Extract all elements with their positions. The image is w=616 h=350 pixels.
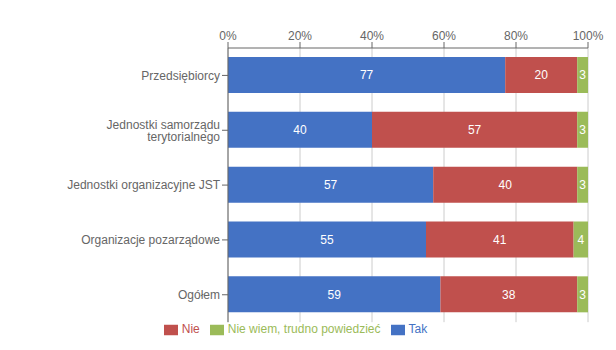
html-text:Tak: Tak xyxy=(408,322,428,337)
svg-text:57: 57 xyxy=(324,178,338,192)
svg-text:3: 3 xyxy=(579,68,586,82)
svg-text:3: 3 xyxy=(579,123,586,137)
svg-text:41: 41 xyxy=(493,233,507,247)
svg-text:60%: 60% xyxy=(432,29,456,43)
svg-text:4: 4 xyxy=(577,233,584,247)
svg-text:3: 3 xyxy=(579,288,586,302)
html-text:Nie wiem, trudno powiedzieć: Nie wiem, trudno powiedzieć xyxy=(227,322,381,337)
svg-text:77: 77 xyxy=(360,68,374,82)
svg-text:40%: 40% xyxy=(360,29,384,43)
svg-text:Ogółem: Ogółem xyxy=(178,288,220,302)
svg-text:100%: 100% xyxy=(573,29,604,43)
svg-text:59: 59 xyxy=(328,288,342,302)
svg-text:Przedsiębiorcy: Przedsiębiorcy xyxy=(141,69,220,83)
svg-text:20%: 20% xyxy=(288,29,312,43)
svg-text:0%: 0% xyxy=(219,29,237,43)
html-text:Nie: Nie xyxy=(181,322,200,337)
svg-text:Jednostki samorząduterytorialn: Jednostki samorząduterytorialnego xyxy=(107,118,221,144)
svg-text:57: 57 xyxy=(468,123,482,137)
svg-text:3: 3 xyxy=(579,178,586,192)
svg-text:Organizacje pozarządowe: Organizacje pozarządowe xyxy=(81,233,220,247)
svg-text:38: 38 xyxy=(502,288,516,302)
svg-text:Jednostki organizacyjne JST: Jednostki organizacyjne JST xyxy=(67,178,220,192)
svg-text:40: 40 xyxy=(293,123,307,137)
svg-text:55: 55 xyxy=(320,233,334,247)
svg-text:40: 40 xyxy=(499,178,513,192)
svg-text:20: 20 xyxy=(535,68,549,82)
svg-text:80%: 80% xyxy=(504,29,528,43)
